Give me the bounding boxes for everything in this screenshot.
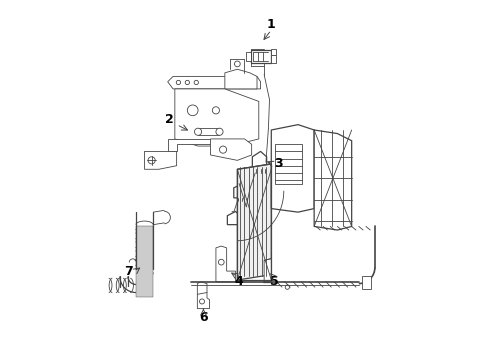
Polygon shape — [167, 76, 260, 89]
Circle shape — [218, 259, 224, 265]
Polygon shape — [167, 139, 214, 152]
Circle shape — [176, 80, 180, 85]
Circle shape — [234, 61, 240, 67]
Polygon shape — [237, 164, 271, 280]
Circle shape — [185, 80, 189, 85]
Circle shape — [148, 157, 155, 164]
Circle shape — [194, 128, 201, 135]
Polygon shape — [271, 125, 313, 212]
Circle shape — [212, 107, 219, 114]
Polygon shape — [175, 89, 258, 146]
Polygon shape — [264, 258, 271, 282]
Circle shape — [199, 299, 204, 304]
Polygon shape — [216, 246, 235, 282]
Polygon shape — [270, 49, 275, 55]
Circle shape — [219, 146, 226, 153]
Polygon shape — [270, 55, 275, 63]
Polygon shape — [197, 282, 209, 309]
Polygon shape — [227, 211, 240, 225]
Text: 2: 2 — [165, 113, 174, 126]
Polygon shape — [313, 130, 351, 230]
Bar — [362, 276, 370, 289]
Text: 3: 3 — [274, 157, 282, 170]
Polygon shape — [233, 184, 247, 198]
Circle shape — [216, 128, 223, 135]
Polygon shape — [252, 152, 266, 169]
Circle shape — [187, 105, 198, 116]
Circle shape — [194, 80, 198, 85]
Bar — [198, 128, 219, 135]
Text: 1: 1 — [266, 18, 275, 31]
Bar — [250, 50, 270, 63]
Text: 4: 4 — [234, 275, 243, 288]
Polygon shape — [245, 53, 250, 61]
Text: 6: 6 — [199, 311, 207, 324]
Polygon shape — [144, 152, 176, 169]
Text: 7: 7 — [124, 265, 133, 278]
Polygon shape — [136, 226, 152, 297]
Polygon shape — [210, 139, 251, 160]
Polygon shape — [224, 69, 257, 89]
Circle shape — [285, 285, 289, 289]
Text: 5: 5 — [270, 275, 279, 288]
Bar — [274, 144, 301, 184]
